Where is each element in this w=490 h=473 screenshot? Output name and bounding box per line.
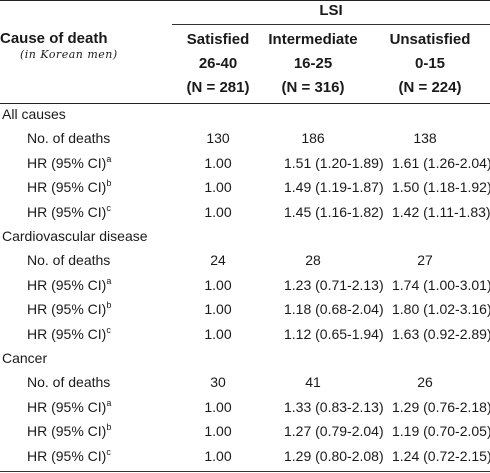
table-cell: 1.00 — [204, 447, 232, 464]
row-label-text: HR (95% CI) — [27, 447, 107, 464]
table-cell: 1.61 (1.26-2.04) — [392, 154, 490, 171]
table-cell: 186 — [301, 130, 325, 147]
column-header-unsatisfied: Unsatisfied 0-15 (N = 224) — [380, 28, 480, 100]
table-top-rule — [0, 0, 490, 1]
table-cell: 1.50 (1.18-1.92) — [392, 179, 490, 196]
row-label: No. of deaths — [27, 252, 110, 268]
row-label: HR (95% CI)c — [27, 324, 111, 342]
section-title: Cancer — [2, 350, 48, 366]
table-cell: 24 — [210, 252, 226, 269]
column-n: (N = 281) — [186, 79, 250, 96]
table-cell: 27 — [417, 252, 433, 269]
row-label: HR (95% CI)c — [27, 202, 111, 220]
row-label-text: HR (95% CI) — [27, 179, 107, 196]
column-name: Satisfied — [186, 31, 250, 48]
row-label-text: HR (95% CI) — [27, 276, 107, 293]
table-cell: 1.00 — [204, 154, 232, 171]
table-cell: 1.12 (0.65-1.94) — [284, 325, 384, 342]
column-range: 16-25 — [293, 55, 333, 72]
row-label: No. of deaths — [27, 130, 110, 146]
row-header-cause-of-death: Cause of death — [0, 30, 108, 47]
row-label-text: No. of deaths — [27, 130, 111, 147]
row-label: HR (95% CI)a — [27, 153, 112, 171]
table-cell: 1.00 — [204, 301, 232, 318]
table-cell: 1.23 (0.71-2.13) — [284, 276, 384, 293]
table-cell: 28 — [305, 252, 321, 269]
table-cell: 1.80 (1.02-3.16) — [392, 301, 490, 318]
row-label-text: No. of deaths — [27, 252, 111, 269]
column-name: Unsatisfied — [389, 31, 471, 48]
row-label: HR (95% CI)b — [27, 422, 112, 440]
footnote-marker: b — [106, 178, 112, 189]
table-cell: 1.00 — [204, 423, 232, 440]
table-cell: 1.18 (0.68-2.04) — [284, 301, 384, 318]
table-cell: 1.00 — [204, 398, 232, 415]
column-n: (N = 224) — [398, 79, 462, 96]
column-name: Intermediate — [268, 31, 358, 48]
footnote-marker: b — [106, 422, 112, 433]
row-label: HR (95% CI)a — [27, 397, 112, 415]
table-cell: 1.29 (0.76-2.18) — [392, 398, 490, 415]
row-label-text: HR (95% CI) — [27, 301, 107, 318]
row-label: HR (95% CI)a — [27, 275, 112, 293]
column-header-satisfied: Satisfied 26-40 (N = 281) — [178, 28, 258, 100]
table-cell: 1.00 — [204, 179, 232, 196]
table-cell: 1.74 (1.00-3.01) — [392, 276, 490, 293]
column-n: (N = 316) — [281, 79, 345, 96]
table-cell: 1.29 (0.80-2.08) — [284, 447, 384, 464]
row-label: HR (95% CI)b — [27, 300, 112, 318]
table-cell: 26 — [417, 374, 433, 391]
table-cell: 130 — [206, 130, 230, 147]
footnote-marker: a — [106, 275, 112, 286]
row-label: HR (95% CI)c — [27, 446, 111, 464]
table-cell: 1.63 (0.92-2.89) — [392, 325, 490, 342]
lsi-group-rule — [172, 24, 490, 25]
table-cell: 1.00 — [204, 325, 232, 342]
row-label: No. of deaths — [27, 374, 110, 390]
table-cell: 1.19 (0.70-2.05) — [392, 423, 490, 440]
section-title: All causes — [2, 106, 66, 122]
table-cell: 41 — [305, 374, 321, 391]
row-label-text: HR (95% CI) — [27, 398, 107, 415]
table-cell: 1.51 (1.20-1.89) — [284, 154, 384, 171]
table-cell: 30 — [210, 374, 226, 391]
table-cell: 1.49 (1.19-1.87) — [284, 179, 384, 196]
row-label-text: No. of deaths — [27, 374, 111, 391]
table-cell: 1.24 (0.72-2.15) — [392, 447, 490, 464]
row-header-note: (in Korean men) — [20, 48, 118, 61]
column-range: 0-15 — [414, 55, 446, 72]
table-cell: 1.45 (1.16-1.82) — [284, 203, 384, 220]
column-range: 26-40 — [198, 55, 238, 72]
footnote-marker: b — [106, 300, 112, 311]
row-label-text: HR (95% CI) — [27, 423, 107, 440]
table-cell: 1.33 (0.83-2.13) — [284, 398, 384, 415]
footnote-marker: c — [106, 324, 111, 335]
row-label-text: HR (95% CI) — [27, 203, 107, 220]
table-cell: 1.00 — [204, 276, 232, 293]
footnote-marker: a — [106, 397, 112, 408]
footnote-marker: c — [106, 446, 111, 457]
table-cell: 1.00 — [204, 203, 232, 220]
table-bottom-rule — [0, 471, 490, 472]
row-label-text: HR (95% CI) — [27, 154, 107, 171]
column-header-intermediate: Intermediate 16-25 (N = 316) — [263, 28, 363, 100]
section-title: Cardiovascular disease — [2, 228, 148, 244]
row-label-text: HR (95% CI) — [27, 325, 107, 342]
row-label: HR (95% CI)b — [27, 178, 112, 196]
table-cell: 1.27 (0.79-2.04) — [284, 423, 384, 440]
header-bottom-rule — [0, 103, 490, 104]
lsi-group-header: LSI — [319, 2, 343, 19]
table-cell: 1.42 (1.11-1.83) — [392, 203, 490, 220]
footnote-marker: c — [106, 202, 111, 213]
footnote-marker: a — [106, 153, 112, 164]
table-cell: 138 — [413, 130, 437, 147]
